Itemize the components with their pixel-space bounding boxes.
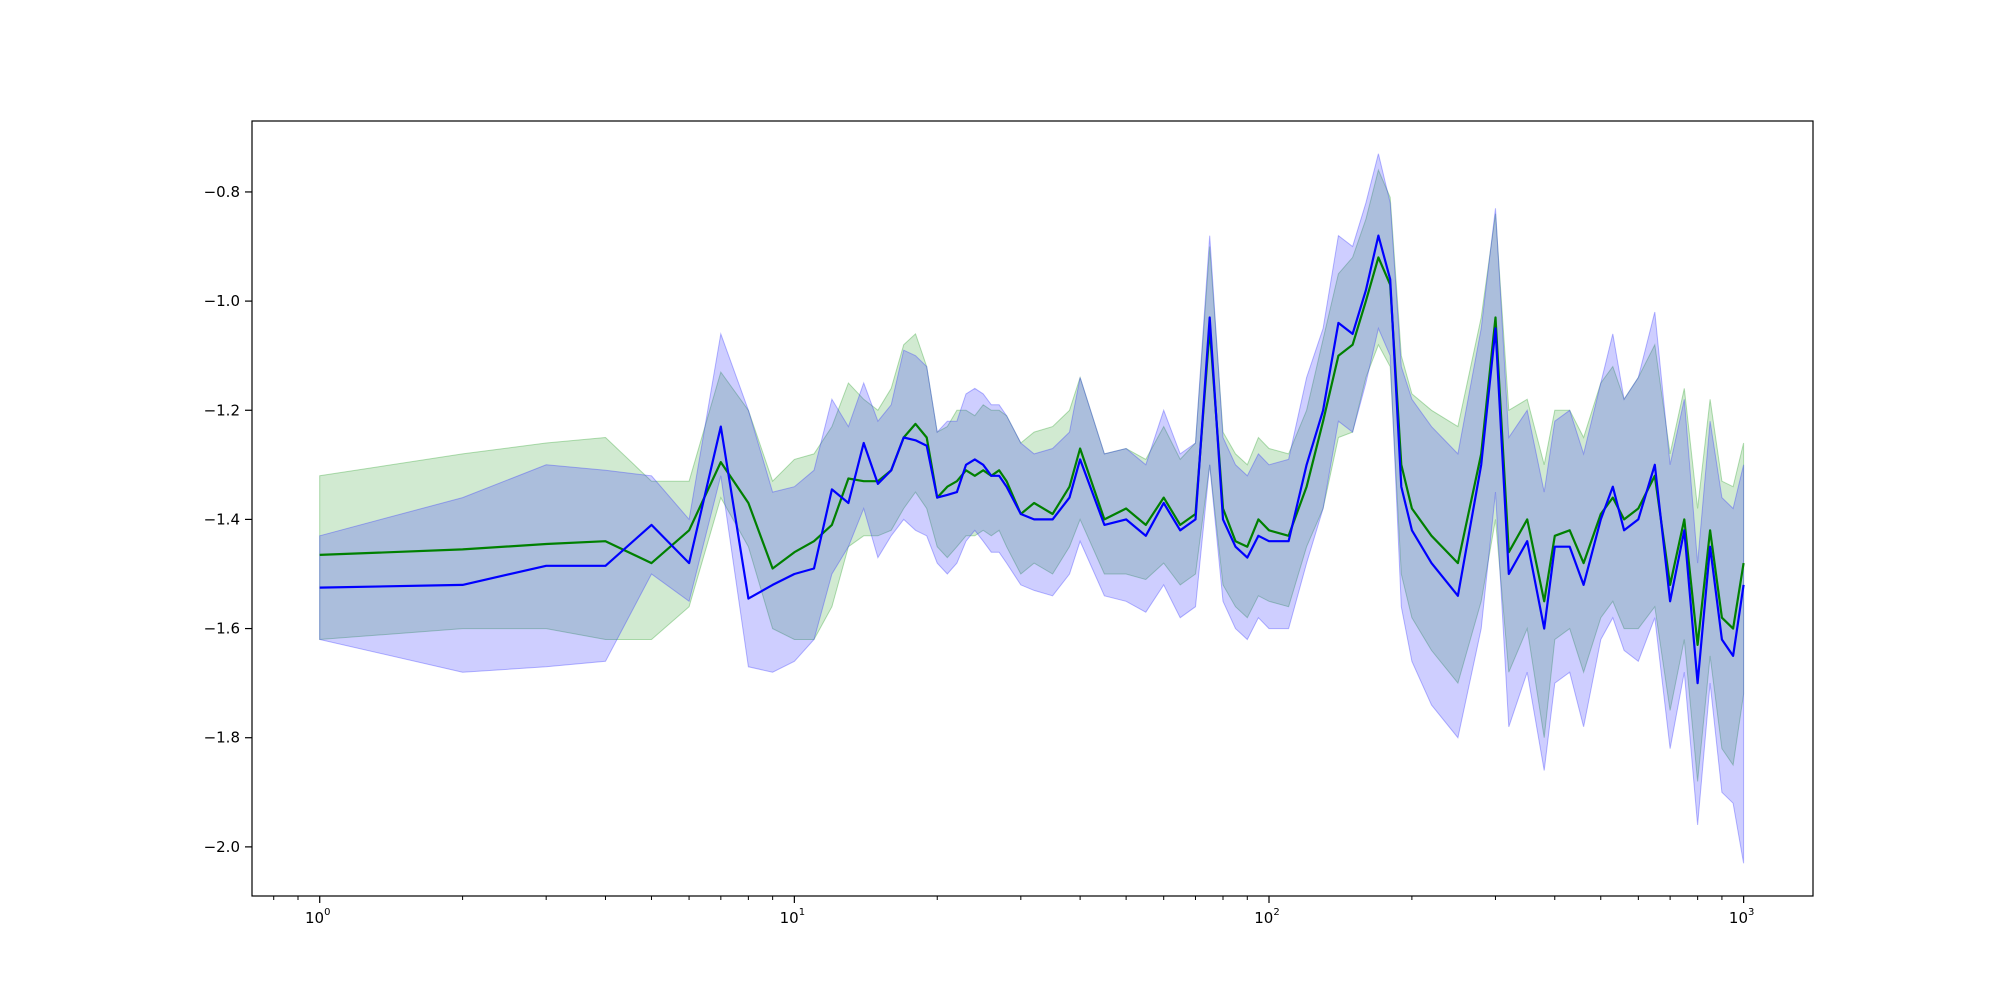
y-tick-label: −1.2: [204, 401, 240, 419]
series-1-line: [319, 234, 1745, 685]
series-1-band: [319, 153, 1745, 864]
y-tick-label: −0.8: [204, 183, 240, 201]
confidence-bands: [319, 153, 1745, 864]
y-tick-label: −1.4: [204, 510, 240, 528]
series-lines: [319, 234, 1745, 685]
y-axis: −0.8 −1.0 −1.2 −1.4 −1.6 −1.8 −2.0: [204, 183, 252, 856]
x-tick-label: 103: [1729, 907, 1754, 927]
y-tick-label: −1.6: [204, 620, 240, 638]
plot-area-frame: [251, 120, 1814, 897]
series-0-band: [319, 168, 1745, 782]
y-tick-label: −2.0: [204, 838, 240, 856]
y-tick-label: −1.8: [204, 729, 240, 747]
y-tick-label: −1.0: [204, 292, 240, 310]
